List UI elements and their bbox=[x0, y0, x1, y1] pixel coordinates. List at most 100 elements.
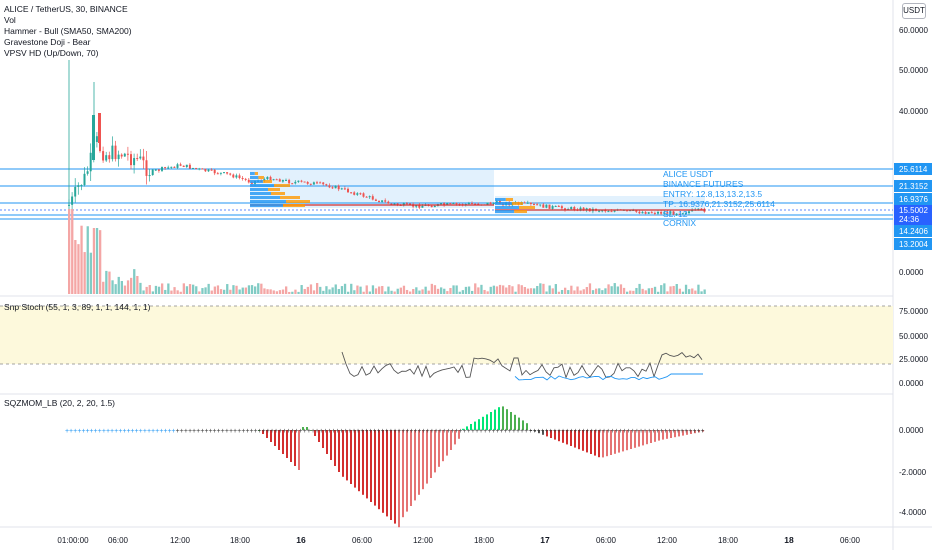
volume-bar bbox=[585, 287, 588, 294]
sqz-dot: + bbox=[655, 428, 659, 435]
volume-bar bbox=[489, 286, 492, 294]
candle bbox=[77, 185, 80, 187]
stoch-axis-25: 25.0000 bbox=[899, 355, 928, 364]
candle bbox=[533, 203, 535, 205]
stoch-title[interactable]: Snp Stoch (55, 1, 3, 89, 1, 1, 144, 1, 1… bbox=[4, 302, 151, 312]
sqz-dot: + bbox=[422, 428, 426, 435]
candle bbox=[371, 196, 374, 200]
sqz-dot: + bbox=[524, 428, 528, 435]
candle bbox=[675, 213, 678, 215]
volume-bar bbox=[374, 288, 378, 294]
volume-bar bbox=[269, 289, 272, 294]
sqz-title[interactable]: SQZMOM_LB (20, 2, 20, 1.5) bbox=[4, 398, 116, 408]
volume-bar bbox=[328, 289, 331, 294]
candle bbox=[564, 208, 566, 210]
sqz-dot: + bbox=[393, 428, 397, 435]
sqz-dot: + bbox=[229, 428, 233, 435]
volume-bar bbox=[393, 291, 396, 294]
candle bbox=[529, 202, 532, 204]
candle bbox=[433, 205, 436, 208]
volume-bar bbox=[591, 290, 595, 294]
sqz-dot: + bbox=[118, 428, 122, 435]
sqz-bar bbox=[702, 430, 704, 432]
profile-bar bbox=[250, 180, 264, 183]
time-axis[interactable]: 01:00:00 06:00 12:00 18:00 16 06:00 12:00 18:00… bbox=[57, 535, 860, 545]
sqz-dot: + bbox=[311, 428, 315, 435]
volume-bar bbox=[266, 289, 269, 294]
sqz-bar bbox=[302, 427, 304, 430]
currency-unit-button[interactable]: USDT bbox=[902, 3, 926, 19]
candle bbox=[697, 208, 700, 210]
volume-bar bbox=[691, 288, 694, 294]
volume-bar bbox=[604, 288, 607, 294]
volume-bar bbox=[99, 230, 102, 294]
volume-bar bbox=[226, 284, 229, 294]
legend-doji[interactable]: Gravestone Doji - Bear bbox=[4, 37, 91, 47]
volume-bar bbox=[526, 288, 530, 294]
volume-bar bbox=[440, 287, 443, 294]
sqz-bar bbox=[294, 430, 296, 466]
price-tag: 21.3152 bbox=[894, 180, 932, 192]
volume-bar bbox=[117, 276, 120, 294]
sqz-bar bbox=[634, 430, 636, 448]
volume-bar bbox=[136, 275, 139, 294]
sqz-dot: + bbox=[684, 428, 688, 435]
volume-bar bbox=[502, 285, 505, 294]
volume-bar bbox=[244, 287, 247, 294]
legend-hammer[interactable]: Hammer - Bull (SMA50, SMA200) bbox=[4, 26, 132, 36]
time-label: 18:00 bbox=[718, 536, 739, 545]
sqz-bar bbox=[346, 430, 348, 481]
volume-bar bbox=[185, 286, 189, 294]
sqz-dot: + bbox=[65, 428, 69, 435]
volume-bar bbox=[663, 283, 666, 294]
volume-bar bbox=[560, 289, 564, 294]
time-label: 12:00 bbox=[170, 536, 191, 545]
time-label: 18 bbox=[784, 535, 794, 545]
sqz-dot: + bbox=[303, 428, 307, 435]
price-tag: 14.2406 bbox=[894, 225, 932, 237]
volume-bar bbox=[192, 284, 195, 294]
candle bbox=[133, 158, 136, 166]
sqz-dot: + bbox=[532, 428, 536, 435]
candle bbox=[291, 183, 294, 185]
volume-bar bbox=[161, 283, 164, 294]
sqz-bar bbox=[446, 430, 448, 456]
volume-bar bbox=[241, 287, 244, 294]
sqz-bar bbox=[690, 430, 692, 434]
candle bbox=[560, 206, 563, 209]
sqz-dot: + bbox=[262, 428, 266, 435]
sqz-dot: + bbox=[541, 428, 545, 435]
volume-bar bbox=[235, 285, 238, 294]
candle bbox=[647, 212, 650, 214]
candle bbox=[182, 165, 185, 167]
volume-bar bbox=[306, 286, 309, 294]
volume-bar bbox=[254, 286, 257, 294]
time-label: 06:00 bbox=[596, 536, 617, 545]
candle bbox=[126, 153, 129, 155]
squeeze-dots: + + + + + + + + + + + + + + + + + + + + + + + + + + + + + + + + + + + + + + + +… bbox=[65, 428, 705, 435]
volume-bar bbox=[142, 290, 145, 294]
candle bbox=[374, 199, 377, 201]
stoch-axis-75: 75.0000 bbox=[899, 307, 928, 316]
sqz-bar bbox=[610, 430, 612, 455]
sqz-dot: + bbox=[110, 428, 114, 435]
candle bbox=[192, 167, 194, 169]
legend-vpsv[interactable]: VPSV HD (Up/Down, 70) bbox=[4, 48, 99, 58]
candle bbox=[446, 203, 449, 206]
sqz-bar bbox=[426, 430, 428, 484]
legend-vol[interactable]: Vol bbox=[4, 15, 16, 25]
volume-bar bbox=[539, 283, 542, 294]
volume-bar bbox=[371, 285, 375, 294]
profile-bar bbox=[250, 176, 259, 179]
candle bbox=[108, 155, 111, 160]
sqz-bar bbox=[622, 430, 624, 452]
sqz-bar bbox=[590, 430, 592, 454]
volume-bar bbox=[359, 286, 362, 294]
candle bbox=[678, 213, 681, 215]
sqz-dot: + bbox=[385, 428, 389, 435]
sqz-bar bbox=[682, 430, 684, 436]
candle bbox=[359, 193, 362, 195]
legend-symbol[interactable]: ALICE / TetherUS, 30, BINANCE bbox=[4, 4, 128, 14]
sqz-bar bbox=[626, 430, 628, 451]
